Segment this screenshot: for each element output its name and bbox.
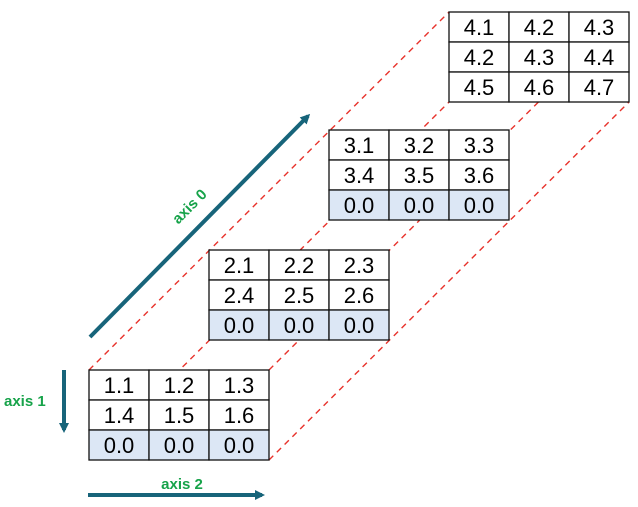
cell-value: 3.2 [404,133,435,158]
cell-value: 4.7 [584,75,615,100]
cell-box [568,41,630,73]
cell-value: 0.0 [344,313,375,338]
cell-value: 2.1 [224,253,255,278]
cell-box [268,309,330,341]
cell-value: 3.5 [404,163,435,188]
cell-value: 2.2 [284,253,315,278]
cell-value: 1.6 [224,403,255,428]
slice-2: 2.1 2.2 2.3 2.4 2.5 2.6 0.0 0.0 0.0 [208,249,390,341]
cell-value: 2.5 [284,283,315,308]
cell-box [388,189,450,221]
cell-value: 4.2 [524,15,555,40]
cell-value: 1.5 [164,403,195,428]
cell-box [448,41,510,73]
axis-0-arrow [88,113,311,339]
slice-1: 1.1 1.2 1.3 1.4 1.5 1.6 0.0 0.0 0.0 [88,369,270,461]
cell-value: 0.0 [104,433,135,458]
cell-box [508,71,570,103]
guide-line-corner-3 [268,101,630,461]
axis-1-label: axis 1 [4,393,46,410]
array-slices: 1.1 1.2 1.31.4 1.5 1.60.0 0.0 0.02.1 2.2 2.32.4 2… [88,11,630,461]
cell-box [88,399,150,431]
cell-box [388,129,450,161]
cell-value: 4.6 [524,75,555,100]
cell-value: 2.3 [344,253,375,278]
guide-line-corner-1 [88,11,450,371]
cell-value: 0.0 [224,313,255,338]
cell-value: 3.3 [464,133,495,158]
cell-value: 2.6 [344,283,375,308]
cell-value: 0.0 [344,193,375,218]
cell-box [328,309,390,341]
slice-4: 4.1 4.2 4.3 4.2 4.3 4.4 4.5 4.6 4.7 [448,11,630,103]
cell-box [328,189,390,221]
cell-value: 4.2 [464,45,495,70]
cell-value: 3.1 [344,133,375,158]
cell-value: 0.0 [284,313,315,338]
cell-value: 4.3 [524,45,555,70]
cell-value: 1.2 [164,373,195,398]
slice-3: 3.1 3.2 3.3 3.4 3.5 3.6 0.0 0.0 0.0 [328,129,510,221]
cell-value: 4.4 [584,45,615,70]
cell-value: 1.1 [104,373,135,398]
cell-box [208,399,270,431]
cell-value: 0.0 [404,193,435,218]
cell-box [208,429,270,461]
cell-box [448,159,510,191]
cell-box [208,369,270,401]
cell-value: 0.0 [224,433,255,458]
cell-box [568,71,630,103]
cell-value: 4.5 [464,75,495,100]
cell-value: 1.3 [224,373,255,398]
cell-value: 3.6 [464,163,495,188]
cell-value: 2.4 [224,283,255,308]
cell-value: 0.0 [164,433,195,458]
cell-value: 4.1 [464,15,495,40]
cell-box [328,249,390,281]
cell-box [88,429,150,461]
cell-value: 4.3 [584,15,615,40]
cell-box [328,279,390,311]
cell-value: 0.0 [464,193,495,218]
cell-box [508,11,570,43]
axis-2-label: axis 2 [161,476,203,493]
cell-value: 3.4 [344,163,375,188]
cell-box [448,189,510,221]
cell-value: 1.4 [104,403,135,428]
cell-box [448,71,510,103]
